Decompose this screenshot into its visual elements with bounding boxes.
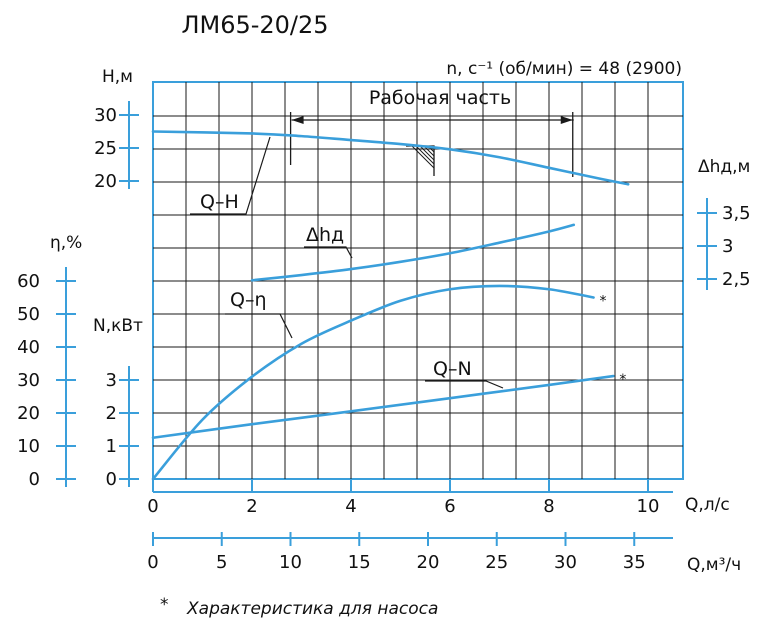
operating-zone-label: Рабочая часть bbox=[369, 87, 511, 109]
axis-label-eta: η,% bbox=[50, 233, 82, 253]
axis-label-h: Н,м bbox=[102, 67, 133, 87]
series-label-q-eta: Q–η bbox=[230, 289, 267, 311]
x-axis-ls-tick-label: 6 bbox=[444, 496, 455, 517]
speed-label: n, с⁻¹ (об/мин) = 48 (2900) bbox=[446, 59, 682, 79]
x-axis-label-ls: Q,л/с bbox=[685, 495, 730, 515]
chart-title: ЛМ65-20/25 bbox=[181, 11, 328, 39]
series-label-npsh: Δhд bbox=[306, 224, 344, 246]
h-axis-tick-label: 25 bbox=[94, 138, 117, 159]
h-axis-tick-label: 20 bbox=[94, 171, 117, 192]
label-leader-q-h bbox=[190, 136, 271, 215]
eta-axis-tick-label: 10 bbox=[17, 436, 40, 457]
x-axis-m3h-tick-label: 20 bbox=[417, 552, 440, 573]
eta-axis-tick-label: 60 bbox=[17, 271, 40, 292]
series-curve-npsh bbox=[250, 223, 576, 282]
eta-axis-tick-label: 20 bbox=[17, 403, 40, 424]
n-axis-tick-label: 3 bbox=[106, 370, 117, 391]
x-axis-m3h-tick-label: 30 bbox=[554, 552, 577, 573]
x-axis-m3h-tick-label: 10 bbox=[279, 552, 302, 573]
x-axis-m3h-tick-label: 15 bbox=[348, 552, 371, 573]
eta-axis-tick-label: 40 bbox=[17, 337, 40, 358]
operating-zone-arrow-left bbox=[291, 116, 304, 124]
x-axis-ls-tick-label: 8 bbox=[543, 496, 554, 517]
hatch-line bbox=[419, 145, 435, 161]
axis-label-npsh: Δhд,м bbox=[698, 157, 750, 177]
bottom-axes-group: Q,л/с Q,м³/ч 0 2 4 6 8 10 0 5 10 15 20 25 30 35 bbox=[147, 480, 741, 575]
footnote-star: * bbox=[160, 595, 169, 615]
curves-group: ** bbox=[151, 130, 630, 481]
x-axis-ls-tick-label: 4 bbox=[345, 496, 356, 517]
label-leader-q-eta bbox=[225, 313, 293, 339]
series-label-q-n: Q–N bbox=[433, 358, 472, 380]
hatch-line bbox=[411, 145, 435, 169]
npsh-axis-tick-label: 3 bbox=[722, 236, 733, 257]
axes-group: Н,м η,% N,кВт Δhд,м 20 25 30 0 10 20 30 40 50 60 0… bbox=[17, 67, 751, 490]
curve-labels: Q–H Δhд Q–η Q–N bbox=[200, 191, 472, 380]
series-star-q-eta: * bbox=[600, 294, 607, 310]
x-axis-ls-tick-label: 10 bbox=[637, 496, 660, 517]
label-leader-npsh bbox=[304, 246, 353, 259]
series-curve-q-n bbox=[151, 374, 615, 440]
eta-axis-tick-label: 0 bbox=[29, 469, 40, 490]
npsh-axis-tick-label: 3,5 bbox=[722, 203, 751, 224]
hatch-line bbox=[415, 145, 435, 165]
footnote-text: Характеристика для насоса bbox=[186, 599, 438, 619]
operating-zone: Рабочая часть bbox=[289, 87, 574, 177]
x-axis-m3h-tick-label: 5 bbox=[216, 552, 227, 573]
x-axis-m3h-tick-label: 0 bbox=[147, 552, 158, 573]
axis-label-n: N,кВт bbox=[93, 316, 143, 336]
eta-axis-tick-label: 30 bbox=[17, 370, 40, 391]
n-axis-tick-label: 1 bbox=[106, 436, 117, 457]
n-axis-tick-label: 0 bbox=[106, 469, 117, 490]
x-axis-m3h-tick-label: 25 bbox=[485, 552, 508, 573]
x-axis-m3h-tick-label: 35 bbox=[623, 552, 646, 573]
npsh-axis-tick-label: 2,5 bbox=[722, 269, 751, 290]
series-star-q-n: * bbox=[619, 372, 626, 388]
plot-grid bbox=[152, 81, 684, 480]
label-leader-q-n bbox=[425, 380, 504, 389]
series-curve-q-h bbox=[151, 130, 630, 186]
h-axis-tick-label: 30 bbox=[94, 105, 117, 126]
x-axis-label-m3h: Q,м³/ч bbox=[687, 555, 741, 575]
series-curve-q-eta bbox=[151, 284, 595, 481]
x-axis-ls-tick-label: 0 bbox=[147, 496, 158, 517]
n-axis-tick-label: 2 bbox=[106, 403, 117, 424]
eta-axis-tick-label: 50 bbox=[17, 304, 40, 325]
operating-zone-arrow-right bbox=[560, 116, 573, 124]
x-axis-ls-tick-label: 2 bbox=[246, 496, 257, 517]
series-label-q-h: Q–H bbox=[200, 191, 239, 213]
